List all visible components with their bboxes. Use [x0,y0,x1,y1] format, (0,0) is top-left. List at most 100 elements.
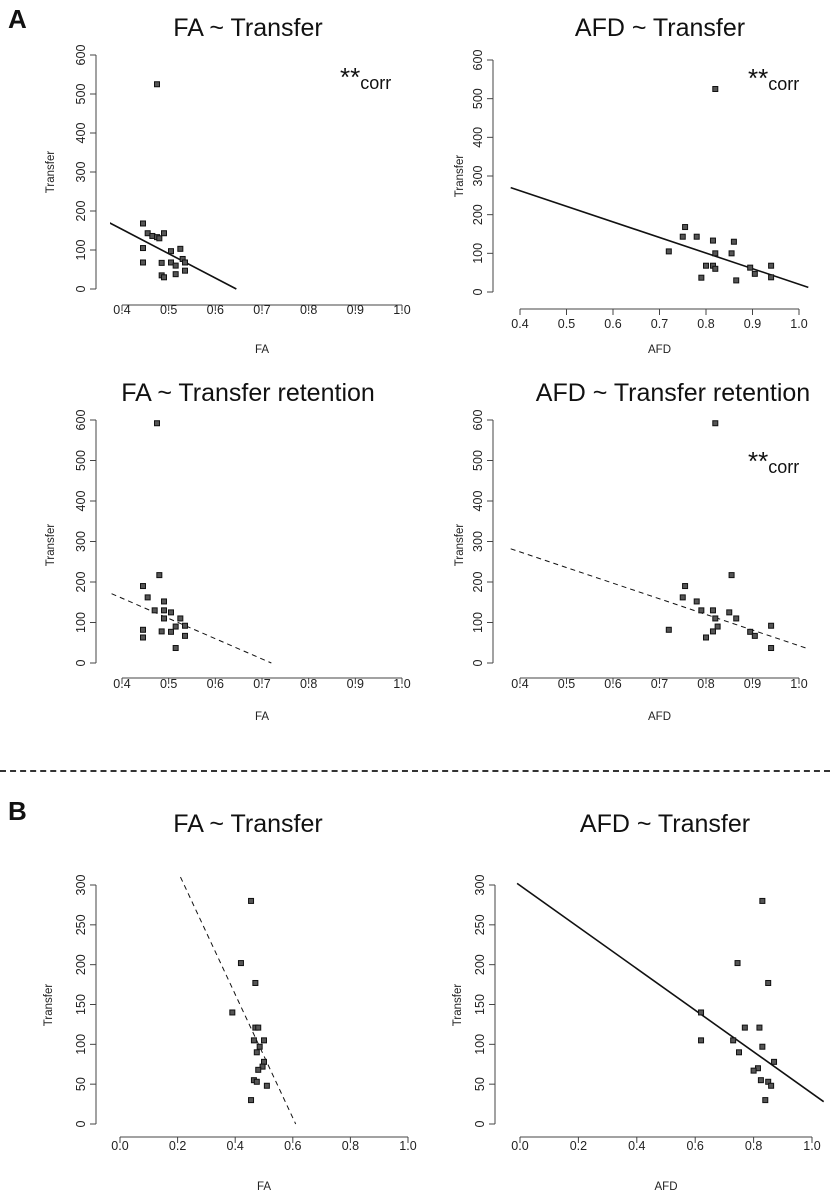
data-point [156,235,163,242]
section-divider [0,770,830,772]
regression-line [510,186,809,289]
y-tick-label: 300 [74,875,88,896]
significance-stars: ** [748,446,768,476]
data-point [248,897,255,904]
y-tick-label: 400 [74,491,88,512]
data-point [747,264,754,271]
y-tick-label: 500 [74,84,88,105]
data-point [154,420,160,427]
y-tick-label: 150 [74,994,88,1015]
y-axis-label: Transfer [45,151,57,194]
data-point [765,979,772,986]
y-tick-label: 400 [471,491,485,512]
data-point [751,270,758,277]
data-point [771,1058,778,1065]
data-point [140,220,146,227]
x-axis-label: FA [255,711,269,723]
x-tick-label: 0.2 [169,1139,186,1153]
significance-annotation: **corr [748,63,799,94]
y-axis-label: Transfer [43,984,55,1027]
data-point [703,634,709,641]
data-point [762,1097,769,1104]
data-point [144,594,151,601]
y-tick-label: 50 [74,1077,88,1091]
data-point [182,259,188,266]
data-point [728,572,735,579]
y-tick-label: 400 [471,127,485,148]
x-tick-label: 0.4 [628,1139,645,1153]
data-point [693,233,700,240]
regression-line [516,882,825,1103]
x-tick-label: 0.5 [558,677,575,691]
y-tick-label: 200 [74,572,88,593]
data-point [182,267,188,274]
y-axis-label: Transfer [454,155,466,198]
y-tick-label: 0 [74,285,88,292]
y-tick-label: 500 [471,450,485,471]
y-tick-label: 200 [471,204,485,225]
x-tick-label: 0.9 [744,317,761,331]
y-tick-label: 0 [473,1120,487,1127]
data-point [177,245,184,252]
data-point [177,615,184,622]
data-point [682,224,689,231]
y-tick-label: 100 [74,1034,88,1055]
panel-label-b: B [8,796,27,826]
x-tick-label: 0.6 [604,677,621,691]
data-point [140,634,146,641]
y-tick-label: 0 [471,288,485,295]
data-point [768,622,775,629]
data-point [253,1049,260,1056]
regression-line [110,222,237,290]
data-point [237,960,244,967]
data-point [151,607,158,614]
y-axis-label: Transfer [452,984,464,1027]
y-tick-label: 100 [471,612,485,633]
x-tick-label: 0.9 [347,677,364,691]
x-tick-label: 0.4 [113,303,130,317]
y-tick-label: 200 [473,954,487,975]
x-tick-label: 0.9 [347,303,364,317]
significance-label: corr [768,74,799,94]
y-tick-label: 0 [74,659,88,666]
data-point [158,628,165,635]
data-point [161,615,167,622]
data-point [263,1082,270,1089]
data-point [768,262,775,269]
x-tick-label: 0.8 [697,317,714,331]
data-point [768,274,775,281]
y-axis-label: Transfer [45,524,57,567]
data-point [751,632,758,639]
x-tick-label: 1.0 [790,677,807,691]
chart-title: AFD ~ Transfer [580,810,750,838]
x-tick-label: 1.0 [790,317,807,331]
data-point [709,628,716,635]
x-tick-label: 0.6 [207,677,224,691]
data-point [156,572,163,579]
x-tick-label: 0.9 [744,677,761,691]
data-point [665,248,672,255]
data-point [140,583,146,590]
x-axis-label: FA [257,1181,271,1193]
significance-annotation: **corr [748,446,799,477]
data-point [679,233,686,240]
x-tick-label: 0.5 [558,317,575,331]
data-point [168,248,174,255]
y-tick-label: 250 [74,914,88,935]
data-point [172,262,179,269]
data-point [140,245,146,252]
y-tick-label: 200 [74,954,88,975]
data-point [161,598,167,605]
y-tick-label: 200 [74,201,88,222]
regression-line [180,876,297,1125]
x-tick-label: 0.4 [511,677,528,691]
x-tick-label: 0.5 [160,303,177,317]
data-point [730,1037,737,1044]
y-tick-label: 600 [74,45,88,66]
chart-title: FA ~ Transfer retention [121,379,375,407]
data-point [253,1078,260,1085]
data-point [693,598,700,605]
x-tick-label: 0.7 [253,303,270,317]
data-point [733,615,740,622]
y-tick-label: 250 [473,914,487,935]
